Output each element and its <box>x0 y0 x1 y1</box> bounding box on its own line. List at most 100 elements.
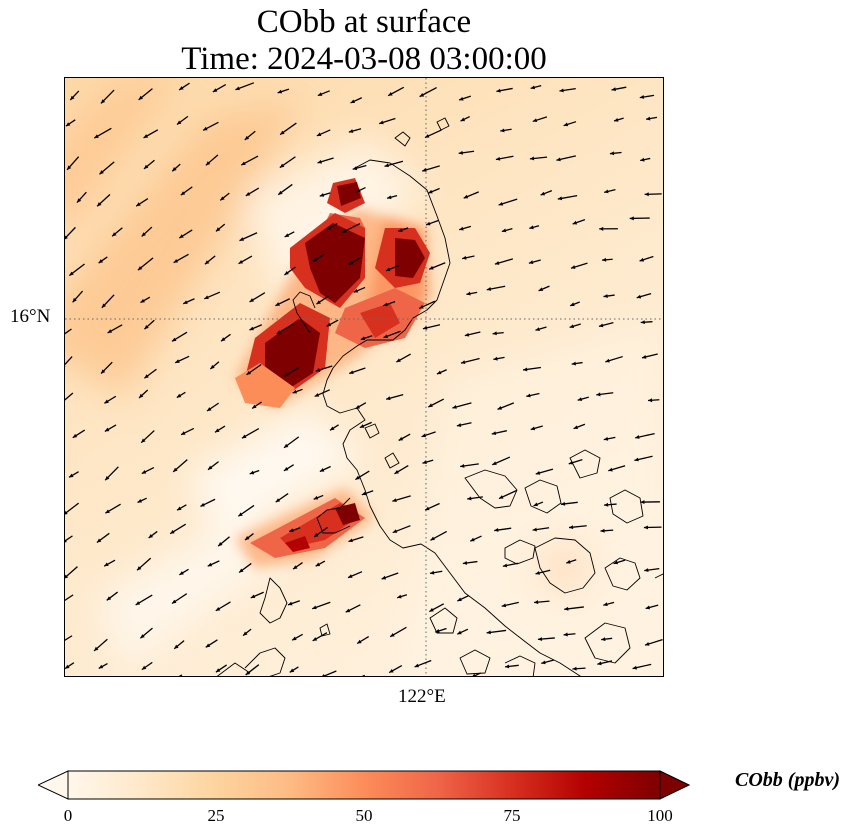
wind-arrow-head <box>220 196 225 201</box>
wind-arrow-head <box>541 660 546 665</box>
wind-arrow-head <box>348 538 353 543</box>
wind-arrow-head <box>385 267 391 272</box>
wind-arrow-head <box>429 607 434 612</box>
wind-arrow-head <box>498 201 504 206</box>
wind-arrow-head <box>389 668 394 673</box>
wind-arrow-head <box>314 533 319 537</box>
wind-arrow-head <box>313 257 318 262</box>
wind-arrow-head <box>537 637 543 641</box>
wind-arrow-head <box>596 392 601 397</box>
wind-arrow-head <box>501 228 507 233</box>
wind-arrow-head <box>645 605 651 610</box>
wind-arrow-head <box>203 126 208 131</box>
wind-arrow-head <box>238 259 244 264</box>
wind-arrow-head <box>137 499 143 503</box>
wind-arrow-head <box>175 359 180 363</box>
wind-arrow-head <box>348 574 353 578</box>
wind-arrow-head <box>355 404 361 409</box>
wind-arrow-head <box>106 596 112 601</box>
wind-arrow-head <box>245 192 251 196</box>
wind-arrow-head <box>632 665 637 670</box>
wind-arrow-shaft <box>472 672 482 676</box>
wind-arrow-head <box>292 636 297 641</box>
wind-arrow-head <box>284 372 289 377</box>
wind-arrow-head <box>292 389 298 394</box>
wind-arrow-head <box>486 287 492 291</box>
wind-arrow-head <box>463 194 469 199</box>
wind-arrow-head <box>171 599 177 604</box>
wind-arrow-head <box>139 393 144 398</box>
wind-arrow-head <box>316 300 321 305</box>
wind-arrow-head <box>392 498 397 503</box>
wind-arrow-head <box>452 405 457 409</box>
wind-arrow-head <box>466 291 471 296</box>
wind-arrow-head <box>352 166 358 171</box>
wind-arrow-head <box>496 88 501 93</box>
wind-arrow-head <box>141 665 147 670</box>
wind-arrow-head <box>348 129 354 133</box>
wind-arrow-head <box>359 424 365 428</box>
wind-arrow-head <box>94 646 99 651</box>
colorbar-max-extension <box>659 770 690 800</box>
wind-arrow-head <box>570 302 575 307</box>
wind-arrow-head <box>140 634 145 639</box>
wind-arrow-head <box>207 465 213 470</box>
wind-arrow-head <box>235 86 240 91</box>
wind-arrow-head <box>312 637 318 641</box>
wind-arrow-head <box>179 234 184 239</box>
field-background <box>65 78 663 676</box>
wind-arrow-head <box>322 674 325 676</box>
wind-arrow-head <box>535 327 540 331</box>
wind-arrow-head <box>249 326 254 331</box>
wind-arrow-head <box>456 423 462 427</box>
wind-arrow-head <box>611 87 616 92</box>
wind-arrow-head <box>398 436 404 441</box>
wind-arrow-head <box>275 498 281 503</box>
wind-arrow-head <box>204 295 209 300</box>
wind-arrow-head <box>316 132 322 136</box>
wind-arrow-head <box>556 157 561 162</box>
wind-arrow-head <box>526 393 531 398</box>
wind-arrow-shaft <box>65 392 74 401</box>
wind-arrow-head <box>383 334 388 338</box>
wind-arrow-head <box>355 475 360 480</box>
wind-arrow-head <box>107 329 113 333</box>
wind-arrow-head <box>357 639 362 644</box>
colorbar <box>38 770 690 800</box>
wind-arrow-head <box>179 571 184 575</box>
wind-arrow-head <box>528 260 534 265</box>
wind-arrow-head <box>598 323 604 328</box>
wind-arrow-head <box>597 661 602 666</box>
wind-arrow-head <box>397 594 402 599</box>
wind-arrow-head <box>600 528 605 533</box>
wind-arrow-head <box>104 562 109 567</box>
wind-arrow-head <box>243 631 248 636</box>
wind-arrow-head <box>136 202 141 207</box>
wind-arrow-head <box>250 594 256 599</box>
wind-arrow-head <box>360 336 366 341</box>
colorbar-label: CObb (ppbv) <box>735 769 840 791</box>
wind-arrow-shaft <box>65 594 74 602</box>
wind-arrow-head <box>143 134 149 138</box>
wind-arrow-head <box>602 257 607 262</box>
wind-arrow-head <box>613 560 619 565</box>
wind-arrow-head <box>467 496 472 501</box>
wind-arrow-head <box>470 537 475 542</box>
colorbar-tick-0: 0 <box>63 806 73 825</box>
wind-arrow-head <box>144 374 149 379</box>
wind-arrow-head <box>319 468 325 472</box>
wind-arrow-head <box>170 529 175 534</box>
wind-arrow-head <box>277 89 283 94</box>
wind-arrow-head <box>246 370 252 375</box>
wind-arrow-head <box>140 298 145 303</box>
wind-arrow-head <box>249 470 255 475</box>
wind-arrow-head <box>218 542 223 547</box>
wind-arrow-head <box>429 570 435 575</box>
wind-arrow-head <box>283 443 289 448</box>
title-line-2: Time: 2024-03-08 03:00:00 <box>181 41 547 77</box>
wind-arrow-head <box>348 260 354 265</box>
wind-arrow-head <box>559 88 564 93</box>
wind-arrow-head <box>144 324 149 330</box>
wind-arrow-head <box>495 156 501 161</box>
wind-arrow-shaft <box>65 328 72 335</box>
